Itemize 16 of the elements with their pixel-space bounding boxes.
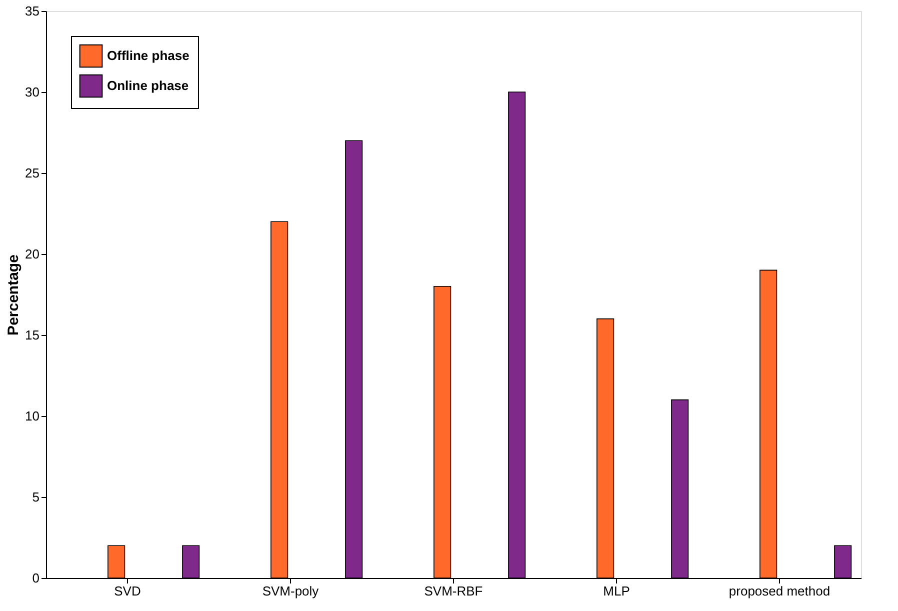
y-tick-label: 15 — [25, 328, 40, 342]
x-tick-label: MLP — [603, 584, 630, 598]
y-axis-title: Percentage — [5, 254, 22, 336]
y-tick-label: 5 — [32, 490, 40, 504]
legend-label: Online phase — [107, 78, 189, 93]
y-tick-label: 30 — [25, 84, 40, 100]
x-tick-label: SVM-poly — [262, 584, 320, 598]
y-tick-label: 10 — [25, 408, 40, 424]
x-tick-label: SVM-RBF — [424, 584, 483, 598]
x-tick-label: proposed method — [728, 584, 830, 598]
legend-label: Offline phase — [107, 48, 190, 63]
y-tick-label: 35 — [25, 4, 40, 18]
y-tick-label: 20 — [25, 246, 40, 262]
y-tick-label: 25 — [25, 166, 40, 180]
x-tick-label: SVD — [114, 584, 141, 598]
y-tick-label: 0 — [32, 570, 40, 586]
